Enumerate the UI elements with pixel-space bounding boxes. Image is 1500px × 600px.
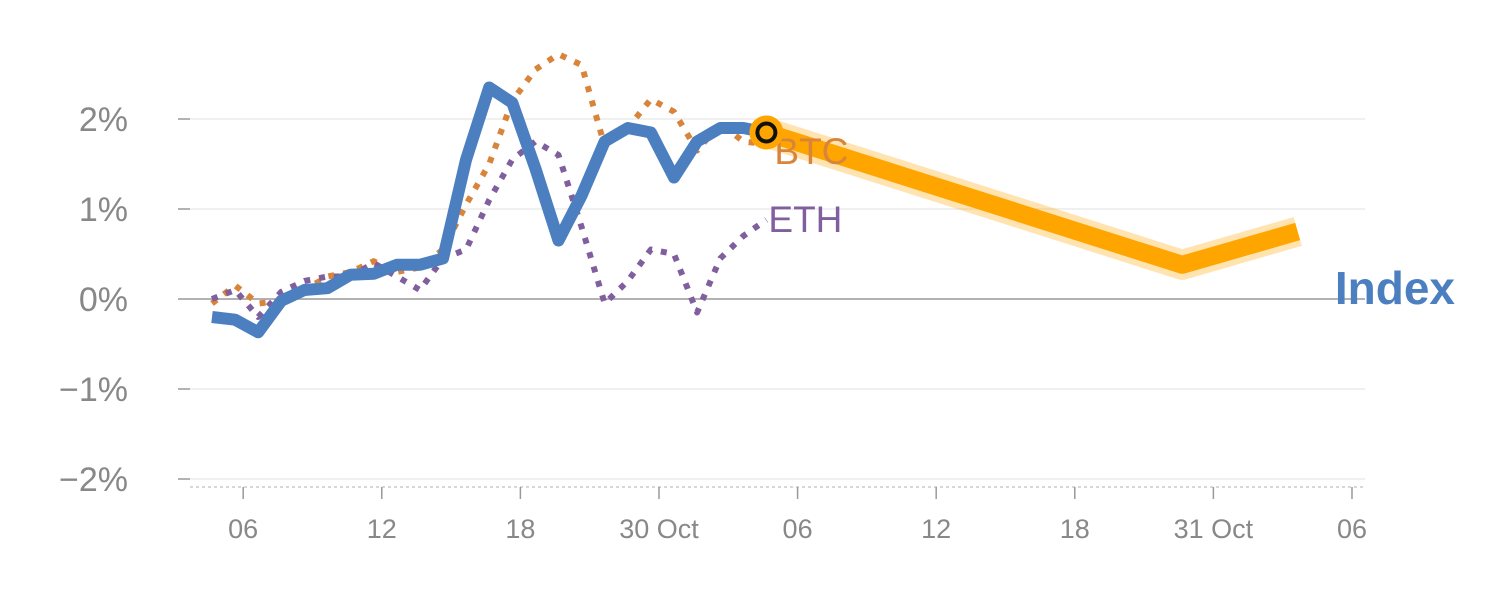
y-tick-label: 2% [79, 101, 128, 139]
marker-layer [749, 115, 784, 150]
index-projection-line [763, 123, 1301, 274]
x-tick-label: 18 [505, 514, 535, 544]
series-label-btc: BTC [774, 131, 848, 172]
x-tick-label: 12 [921, 514, 951, 544]
x-tick-label: 12 [367, 514, 397, 544]
series-label-index: Index [1335, 262, 1456, 314]
index-endpoint-marker-inner [755, 121, 778, 144]
x-tick-label: 31 Oct [1174, 514, 1254, 544]
series-line-index [211, 81, 768, 339]
grid-layer: 2% 1% 0% −1% −2% [59, 101, 1365, 499]
index-endpoint-marker-outer [749, 115, 784, 150]
x-axis: 06 12 18 30 Oct 06 12 18 31 Oct 06 [190, 486, 1367, 544]
y-tick-label: 1% [79, 191, 128, 229]
series-labels: BTC ETH Index [768, 131, 1455, 314]
x-tick-label: 30 Oct [619, 514, 699, 544]
x-tick-label: 18 [1060, 514, 1090, 544]
x-tick-label: 06 [228, 514, 258, 544]
y-tick-label: −2% [59, 461, 128, 499]
y-tick-label: −1% [59, 371, 128, 409]
x-tick-label: 06 [783, 514, 813, 544]
x-tick-label: 06 [1337, 514, 1367, 544]
series-label-eth: ETH [768, 199, 842, 240]
series-layer [210, 51, 1302, 339]
series-line-eth [210, 138, 769, 320]
y-tick-label: 0% [79, 281, 128, 319]
